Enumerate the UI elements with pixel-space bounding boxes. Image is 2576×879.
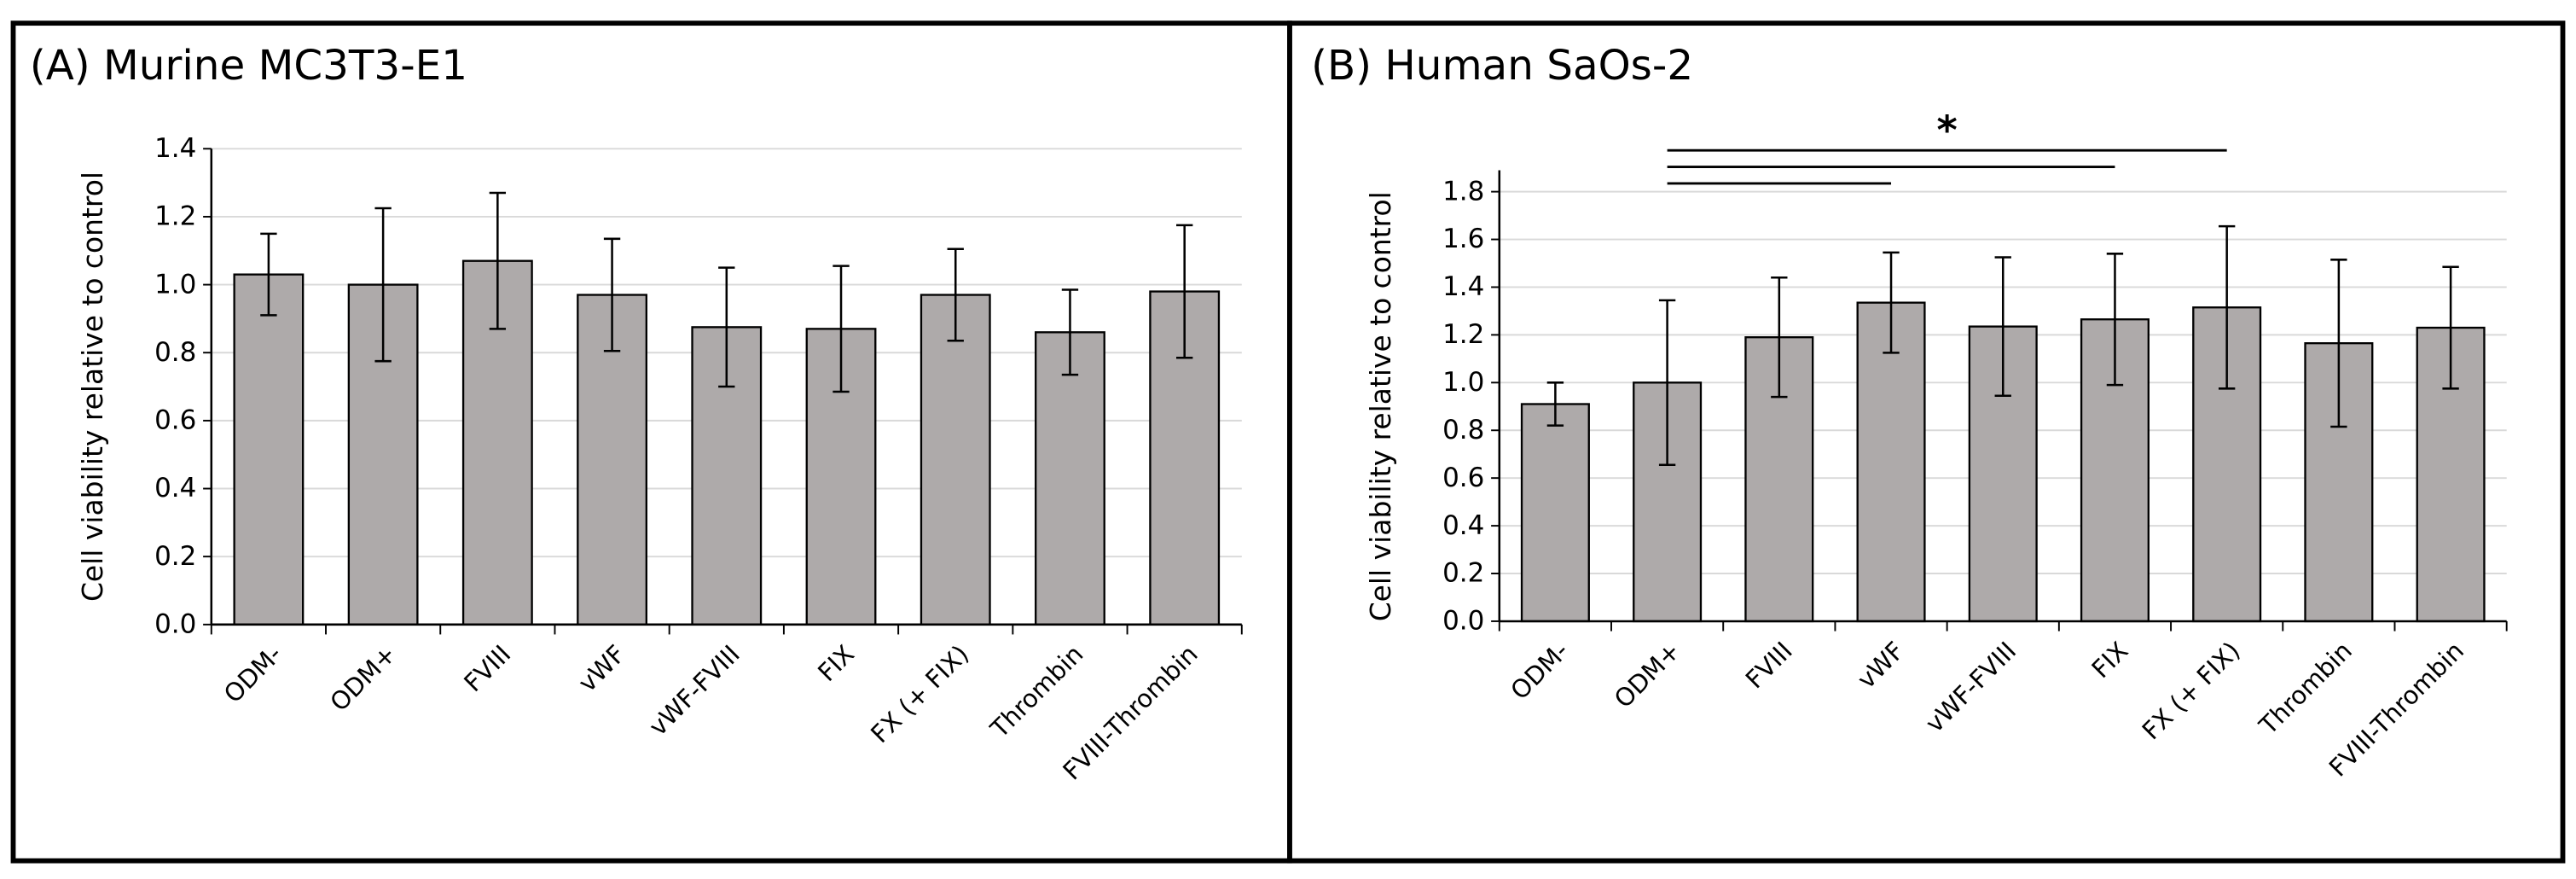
y-tick-label: 0.2	[1442, 558, 1484, 589]
y-tick-label: 1.2	[1442, 319, 1484, 350]
y-tick-label: 1.4	[154, 133, 196, 164]
y-axis-label: Cell viability relative to control	[1364, 191, 1397, 621]
y-tick-label: 1.2	[154, 201, 196, 232]
y-tick-label: 0.0	[1442, 606, 1484, 637]
bar	[233, 273, 305, 626]
bar	[1520, 403, 1590, 623]
y-tick-label: 0.4	[154, 473, 196, 504]
panel-border	[1287, 20, 2566, 864]
y-tick-label: 0.4	[1442, 510, 1484, 541]
panel-title: (B) Human SaOs-2	[1311, 42, 1693, 90]
y-tick-label: 1.8	[1442, 176, 1484, 207]
y-tick-label: 0.6	[154, 405, 196, 436]
panel-title: (A) Murine MC3T3-E1	[30, 42, 467, 90]
y-tick-label: 1.0	[154, 269, 196, 300]
significance-label: *	[1936, 107, 1957, 153]
y-tick-label: 1.6	[1442, 224, 1484, 254]
y-tick-label: 0.0	[154, 608, 196, 639]
y-tick-label: 0.8	[154, 337, 196, 368]
bar	[1856, 301, 1926, 623]
bar	[1035, 331, 1105, 626]
bar	[920, 294, 991, 626]
y-tick-label: 0.2	[154, 541, 196, 572]
y-tick-label: 0.8	[1442, 415, 1484, 445]
y-tick-label: 0.6	[1442, 463, 1484, 493]
y-tick-label: 1.0	[1442, 367, 1484, 398]
y-axis-label: Cell viability relative to control	[76, 172, 109, 602]
y-tick-label: 1.4	[1442, 271, 1484, 302]
